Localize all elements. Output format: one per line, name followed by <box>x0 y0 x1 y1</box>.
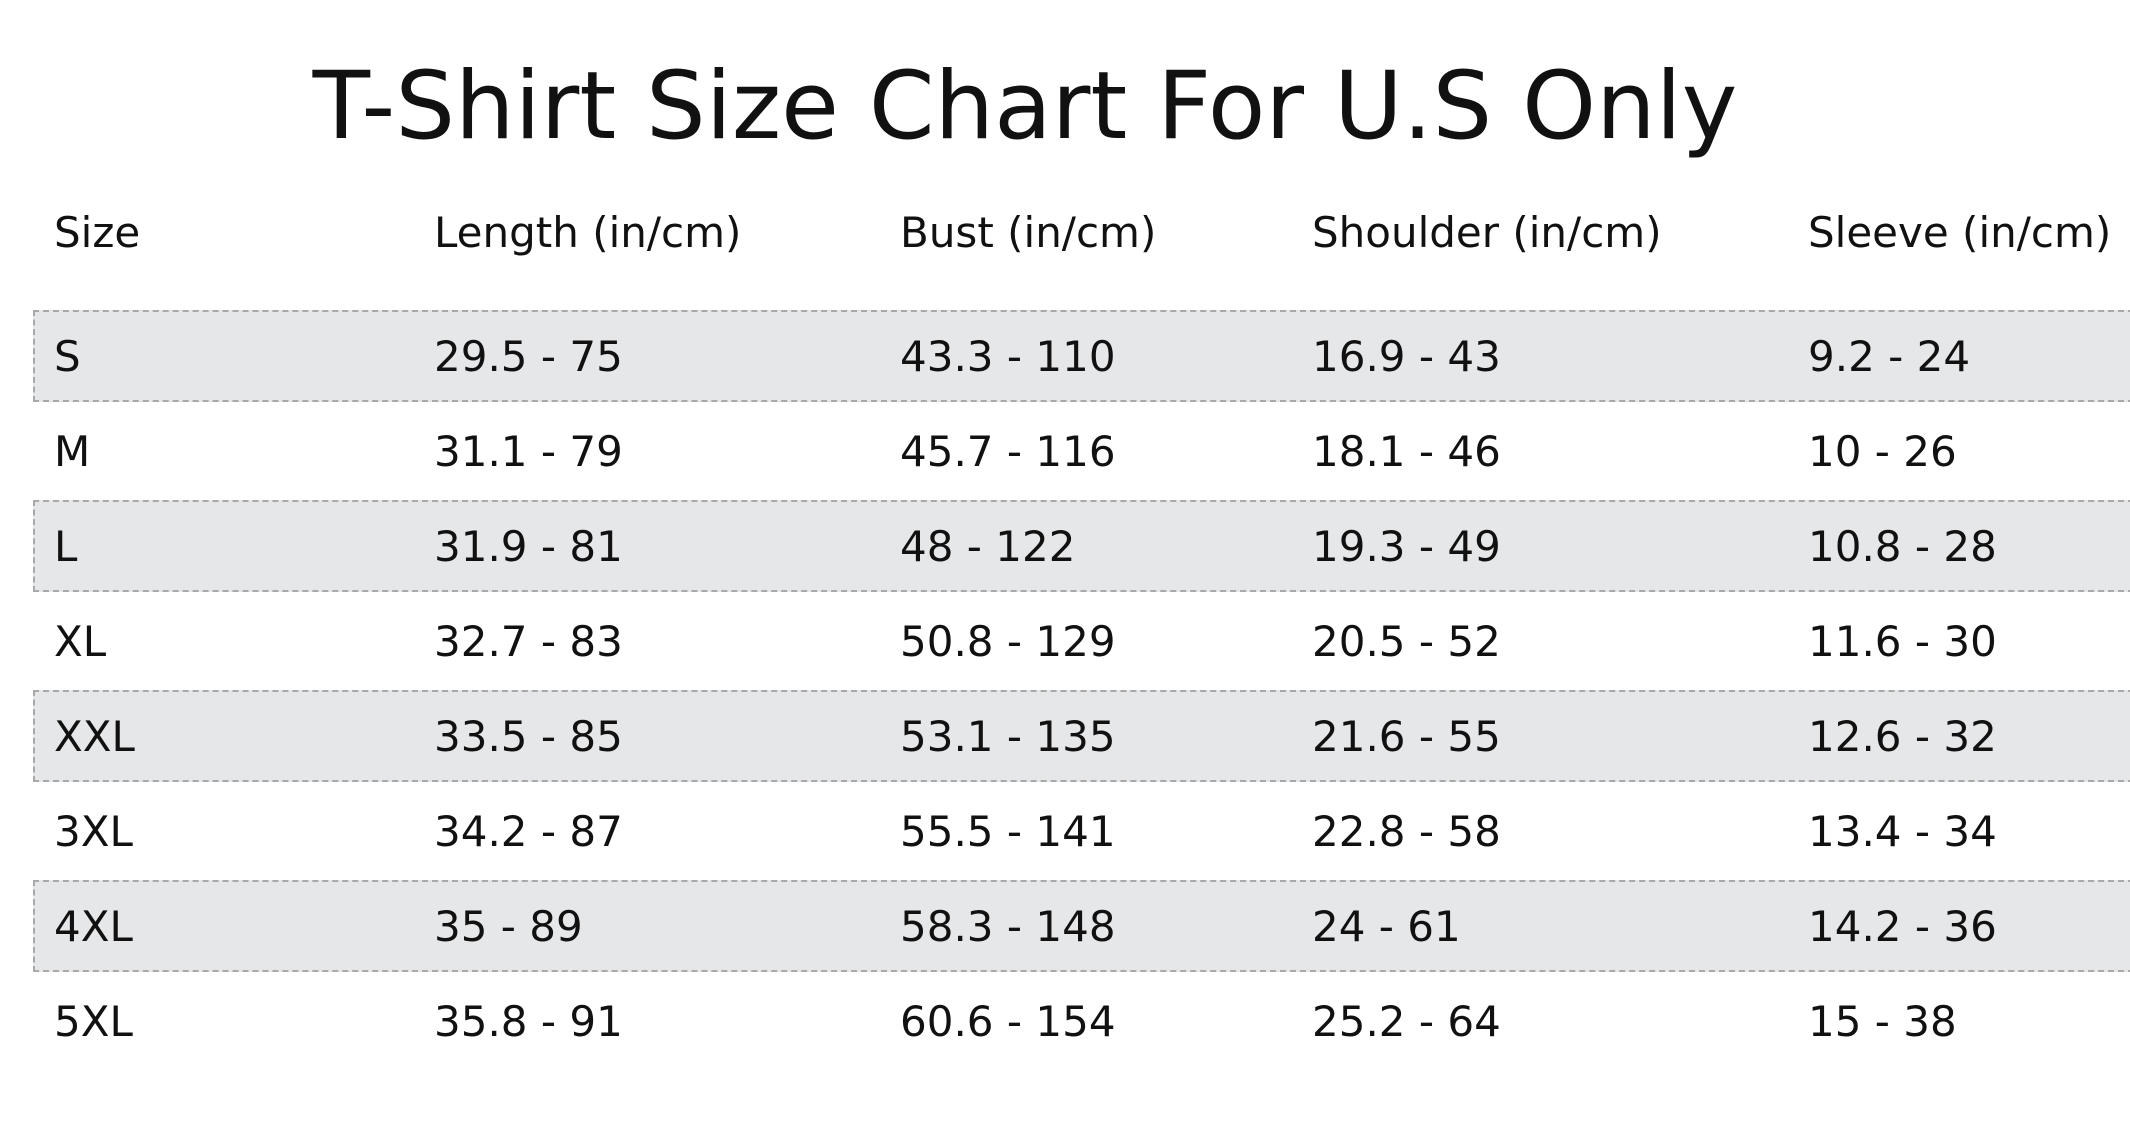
measure-cell: 9.2 - 24 <box>1808 332 1971 381</box>
size-cell: S <box>54 332 81 381</box>
measure-cell: 29.5 - 75 <box>434 332 623 381</box>
measure-cell: 35 - 89 <box>434 902 583 951</box>
measure-cell: 24 - 61 <box>1312 902 1461 951</box>
column-header: Size <box>54 208 141 257</box>
row-band <box>33 310 2130 402</box>
measure-cell: 35.8 - 91 <box>434 997 623 1046</box>
measure-cell: 60.6 - 154 <box>900 997 1116 1046</box>
measure-cell: 20.5 - 52 <box>1312 617 1501 666</box>
measure-cell: 31.9 - 81 <box>434 522 623 571</box>
measure-cell: 33.5 - 85 <box>434 712 623 761</box>
size-cell: M <box>54 427 91 476</box>
measure-cell: 32.7 - 83 <box>434 617 623 666</box>
size-cell: XL <box>54 617 107 666</box>
size-cell: 5XL <box>54 997 133 1046</box>
measure-cell: 21.6 - 55 <box>1312 712 1501 761</box>
measure-cell: 25.2 - 64 <box>1312 997 1501 1046</box>
measure-cell: 45.7 - 116 <box>900 427 1116 476</box>
measure-cell: 14.2 - 36 <box>1808 902 1997 951</box>
measure-cell: 12.6 - 32 <box>1808 712 1997 761</box>
measure-cell: 10.8 - 28 <box>1808 522 1997 571</box>
size-cell: 3XL <box>54 807 133 856</box>
measure-cell: 48 - 122 <box>900 522 1076 571</box>
measure-cell: 55.5 - 141 <box>900 807 1116 856</box>
size-cell: 4XL <box>54 902 133 951</box>
measure-cell: 50.8 - 129 <box>900 617 1116 666</box>
column-header: Length (in/cm) <box>434 208 742 257</box>
measure-cell: 19.3 - 49 <box>1312 522 1501 571</box>
row-band <box>33 690 2130 782</box>
measure-cell: 22.8 - 58 <box>1312 807 1501 856</box>
measure-cell: 16.9 - 43 <box>1312 332 1501 381</box>
column-header: Bust (in/cm) <box>900 208 1157 257</box>
measure-cell: 15 - 38 <box>1808 997 1957 1046</box>
row-band <box>33 880 2130 972</box>
size-cell: L <box>54 522 78 571</box>
measure-cell: 58.3 - 148 <box>900 902 1116 951</box>
measure-cell: 10 - 26 <box>1808 427 1957 476</box>
column-header: Sleeve (in/cm) <box>1808 208 2112 257</box>
measure-cell: 13.4 - 34 <box>1808 807 1997 856</box>
measure-cell: 11.6 - 30 <box>1808 617 1997 666</box>
title: T-Shirt Size Chart For U.S Only <box>312 52 1738 161</box>
measure-cell: 18.1 - 46 <box>1312 427 1501 476</box>
measure-cell: 53.1 - 135 <box>900 712 1116 761</box>
size-cell: XXL <box>54 712 135 761</box>
row-band <box>33 500 2130 592</box>
column-header: Shoulder (in/cm) <box>1312 208 1662 257</box>
measure-cell: 31.1 - 79 <box>434 427 623 476</box>
measure-cell: 43.3 - 110 <box>900 332 1116 381</box>
measure-cell: 34.2 - 87 <box>434 807 623 856</box>
